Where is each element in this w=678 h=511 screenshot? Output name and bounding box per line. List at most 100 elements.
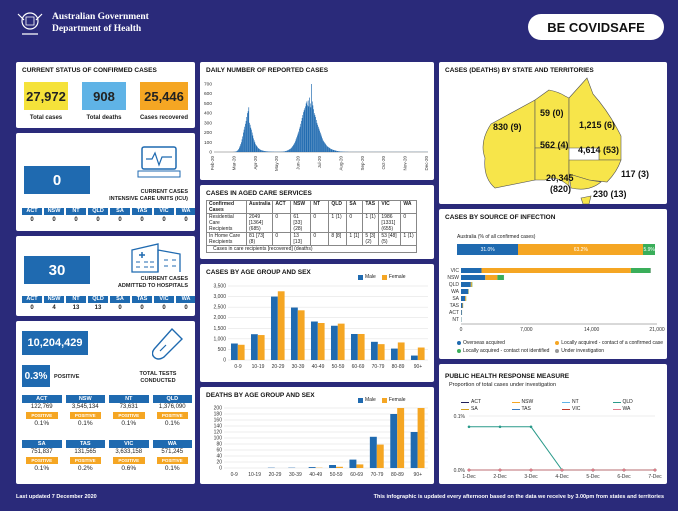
- daily-bar: [265, 151, 266, 152]
- daily-bar: [322, 140, 324, 152]
- daily-bar: [321, 136, 323, 152]
- tg-rate: 0.6%: [121, 465, 137, 472]
- daily-bar: [295, 139, 297, 152]
- icu-state: NT: [66, 208, 86, 215]
- map-tas: [580, 195, 592, 204]
- daily-bar: [315, 119, 317, 152]
- bar-male: [390, 414, 398, 468]
- daily-bar: [260, 150, 262, 152]
- icu-monitor-icon: [136, 145, 182, 179]
- x-tick-label: Nov-20: [403, 156, 408, 171]
- daily-bar: [261, 150, 262, 152]
- y-tick-label: 120: [214, 430, 223, 436]
- daily-bar: [238, 147, 240, 152]
- y-tick-label: 0.1%: [454, 414, 466, 420]
- daily-bar: [332, 149, 334, 152]
- legend-label: Locally acquired - contact of a confirme…: [561, 340, 663, 346]
- y-tick-label: QLD: [449, 282, 460, 288]
- map-label-qld: 1,215 (6): [579, 120, 616, 130]
- y-tick-label: NSW: [447, 275, 459, 281]
- icu-val: 0: [30, 217, 34, 223]
- tg-state: NT: [109, 395, 149, 403]
- x-tick-label: 50-59: [332, 364, 345, 370]
- x-tick-label: 3-Dec: [524, 474, 538, 480]
- bar-female: [356, 464, 364, 468]
- daily-bar: [305, 103, 307, 152]
- icu-val: 0: [184, 217, 188, 223]
- response-chart: 0.1% 0.0%1-Dec 2-Dec 3-Dec 4-Dec 5-Dec 6-Dec 7-…: [454, 414, 663, 480]
- bar-female: [335, 466, 343, 468]
- age-cases-chart: 0 500 1,000 1,500 2,000 2,500 3,000 3,500 0-9 10-…: [213, 284, 428, 370]
- aged-cell: 0: [272, 232, 292, 246]
- source-panel: CASES BY SOURCE OF INFECTION Australia (…: [439, 209, 667, 359]
- daily-bar: [288, 149, 289, 152]
- bar-male: [349, 459, 357, 468]
- aged-header: QLD: [328, 200, 348, 214]
- bar-male: [271, 296, 278, 360]
- stack-bar: [461, 289, 469, 294]
- hospital-state-headers: ACT NSW NT QLD SA TAS VIC WA: [22, 296, 195, 303]
- x-tick-label: 10-19: [248, 472, 261, 478]
- recovered-value: 25,446: [140, 82, 188, 110]
- x-tick-label: 4-Dec: [555, 474, 569, 480]
- x-tick-label: 80-89: [392, 364, 405, 370]
- pct-seg-overseas: 31.0%: [457, 244, 519, 255]
- icu-val: 0: [140, 217, 144, 223]
- x-tick-label: 80-89: [391, 472, 404, 478]
- x-tick-label: Mar-20: [231, 156, 236, 171]
- x-tick-label: Feb-20: [210, 156, 215, 171]
- bar-female: [417, 347, 425, 360]
- y-tick-label: 100: [204, 140, 212, 146]
- daily-bar: [254, 142, 256, 152]
- map-vic: [568, 173, 602, 190]
- y-tick-label: 0: [209, 150, 212, 156]
- y-tick-label: 2,000: [213, 315, 226, 321]
- bar-male: [371, 341, 378, 360]
- age-deaths-title: DEATHS BY AGE GROUP AND SEX: [206, 392, 315, 399]
- tg-positive-tag: POSITIVE: [69, 412, 101, 419]
- daily-bar: [334, 150, 335, 152]
- x-tick-label: 50-59: [330, 472, 343, 478]
- daily-bar: [245, 120, 247, 152]
- daily-bar: [313, 113, 315, 152]
- map-sa: [534, 147, 570, 187]
- daily-bar: [333, 150, 335, 152]
- daily-bar: [250, 127, 252, 152]
- daily-bar: [263, 151, 265, 152]
- bar-male: [251, 334, 258, 360]
- bar-female: [277, 291, 285, 360]
- daily-bar: [324, 143, 326, 152]
- daily-title: DAILY NUMBER OF REPORTED CASES: [206, 67, 329, 74]
- map-nsw: [568, 159, 622, 183]
- legend-under-inv: Under investigation: [555, 348, 663, 354]
- daily-bar: [325, 144, 327, 152]
- aged-header: NSW: [290, 200, 312, 214]
- y-tick-label: ACT: [449, 310, 459, 316]
- daily-bar: [267, 151, 269, 152]
- daily-bar: [332, 149, 333, 152]
- icu-state: WA: [176, 208, 195, 215]
- daily-bar: [248, 107, 250, 152]
- status-title: CURRENT STATUS OF CONFIRMED CASES: [22, 67, 157, 74]
- hospital-state: NT: [66, 296, 86, 303]
- map-label-sa: 562 (4): [540, 140, 569, 150]
- tg-state: ACT: [22, 395, 62, 403]
- x-tick-label: 10-19: [252, 364, 265, 370]
- daily-bar: [290, 148, 291, 152]
- daily-cases-panel: DAILY NUMBER OF REPORTED CASES 700 600 500…: [200, 62, 434, 180]
- x-tick-label: 21,000: [649, 327, 665, 333]
- total-cases-label: Total cases: [29, 115, 63, 121]
- tg-state: SA: [22, 440, 62, 448]
- legend-male: Male: [358, 274, 376, 280]
- tg-rate: 0.1%: [121, 420, 137, 427]
- covidsafe-logo: BE COVID SAFE: [528, 14, 664, 40]
- bar-male: [291, 307, 298, 360]
- tg-value: 131,565: [74, 449, 97, 455]
- tg-rate: 0.1%: [34, 465, 50, 472]
- map-title: CASES (DEATHS) BY STATE AND TERRITORIES: [445, 67, 594, 74]
- bar-male: [410, 432, 418, 468]
- aged-cell: 13 [13]: [290, 232, 312, 246]
- pct1-label: 31.0%: [480, 246, 495, 253]
- map-label-vic2: (820): [550, 184, 572, 194]
- tg-rate: 0.1%: [77, 420, 93, 427]
